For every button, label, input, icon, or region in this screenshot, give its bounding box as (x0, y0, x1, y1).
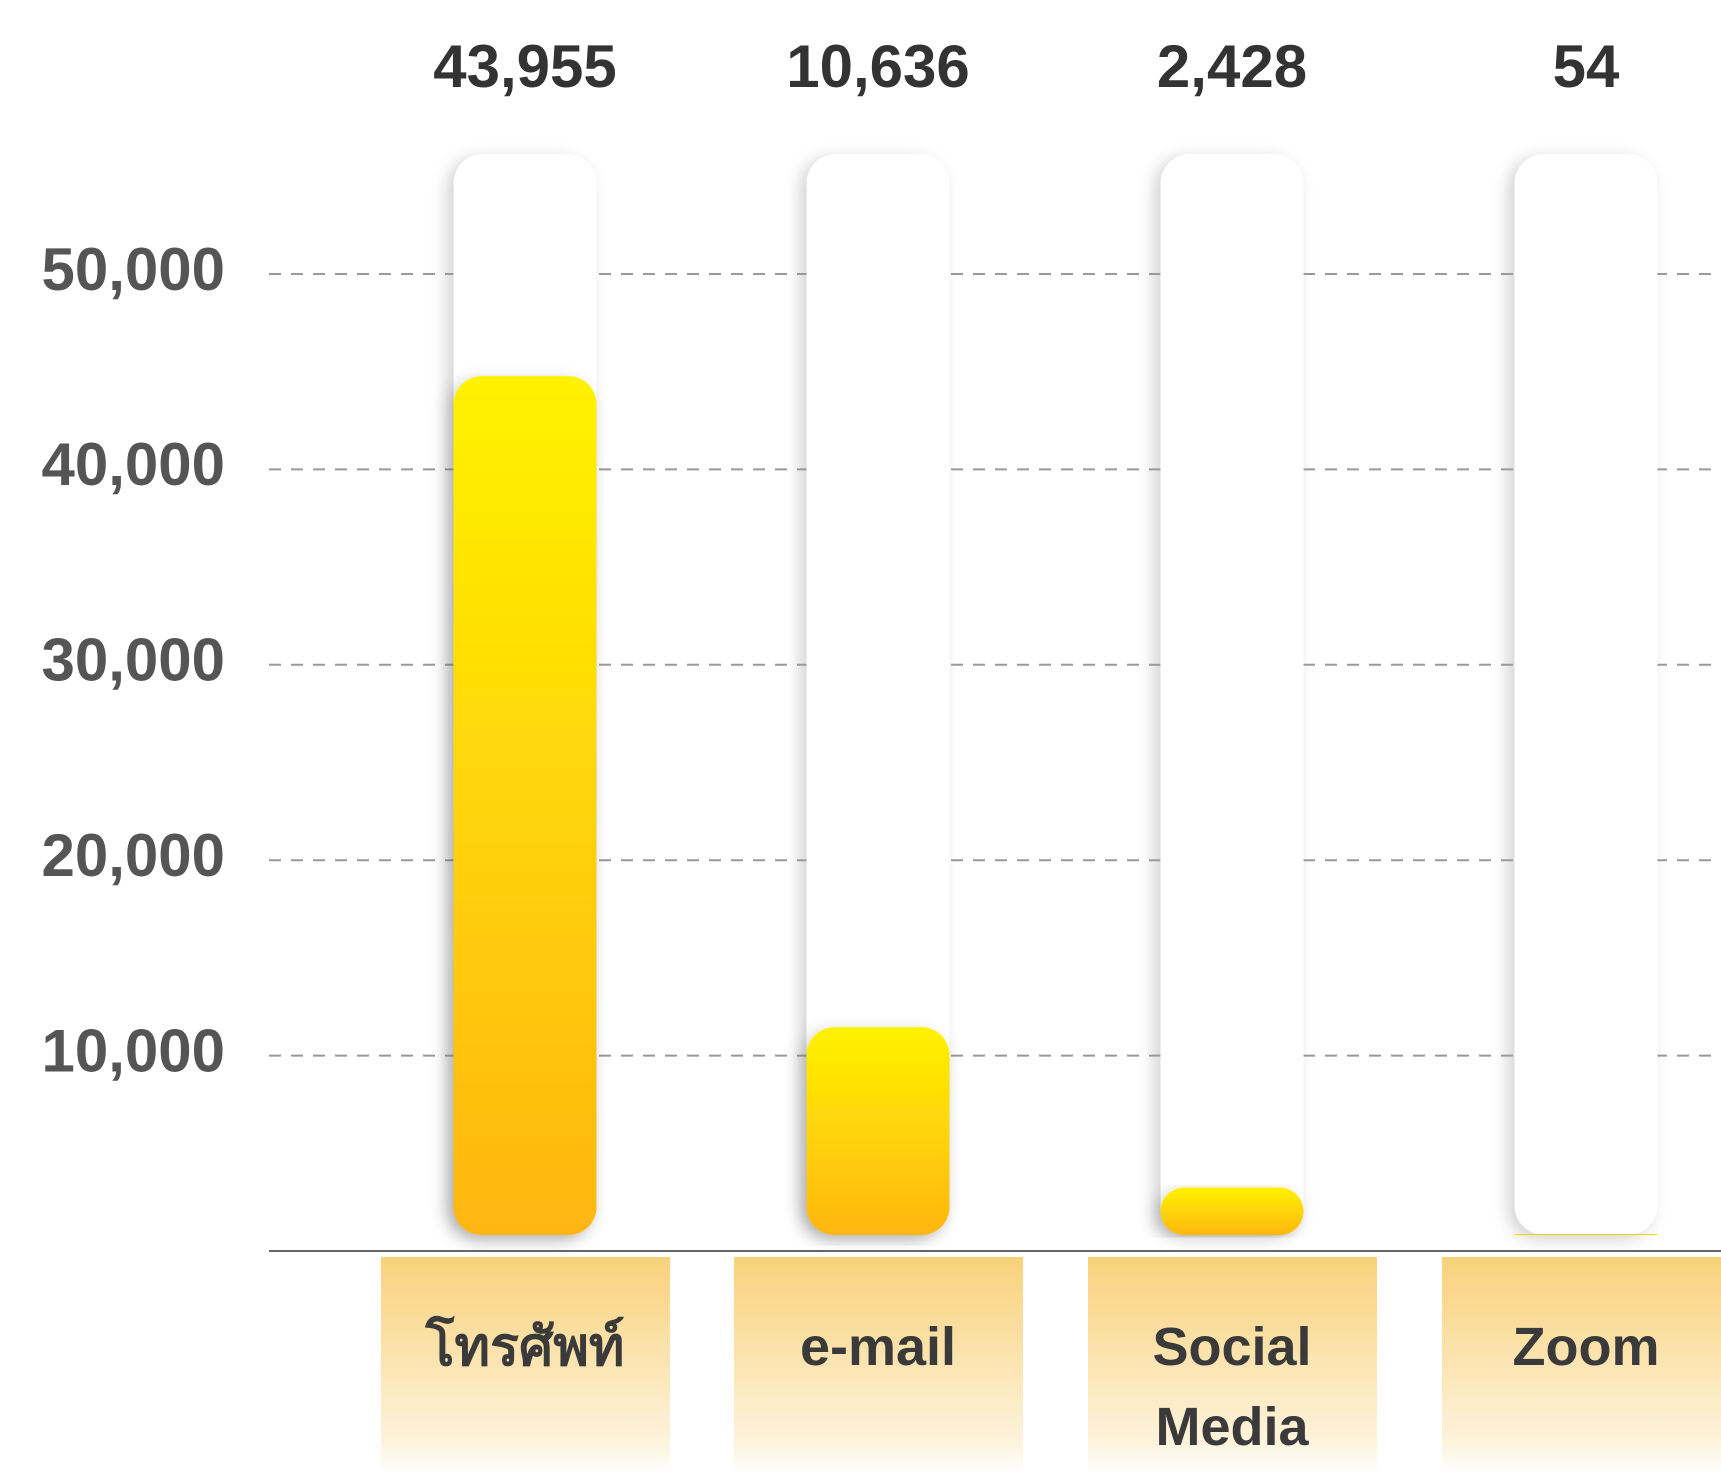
y-tick-label: 40,000 (41, 431, 225, 498)
bar (806, 1027, 950, 1235)
category-box: Social Media (1087, 1257, 1377, 1474)
y-tick-label: 20,000 (41, 822, 225, 889)
x-tick-label: Social Media (1152, 1317, 1312, 1457)
bar-track-cover (1160, 154, 1304, 1235)
x-tick-label: e-mail (799, 1317, 957, 1377)
y-tick-label: 10,000 (41, 1017, 225, 1084)
x-tick-label: Zoom (1512, 1317, 1660, 1377)
bar-track-cover (806, 154, 950, 1235)
value-label: 2,428 (1157, 33, 1307, 100)
y-tick-label: 50,000 (41, 236, 225, 303)
value-label: 43,955 (433, 33, 617, 100)
bar (453, 376, 597, 1236)
category-box: โทรศัพท์ (380, 1257, 670, 1474)
bar (1514, 1233, 1658, 1235)
y-tick-label: 30,000 (41, 627, 225, 694)
bar (1160, 1187, 1304, 1235)
category-box: e-mail (733, 1257, 1023, 1474)
value-label: 54 (1553, 33, 1620, 100)
value-label: 10,636 (786, 33, 970, 100)
bar-track-cover (1514, 154, 1658, 1235)
category-box: Zoom (1441, 1257, 1721, 1474)
x-tick-label: โทรศัพท์ (425, 1317, 625, 1377)
